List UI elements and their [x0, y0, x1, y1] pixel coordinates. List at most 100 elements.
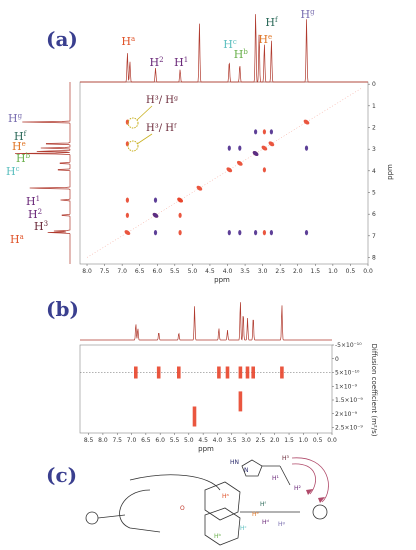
dosy-bands [134, 366, 284, 427]
noe-arrowhead-outer [318, 497, 325, 503]
pyrrolidine-ring-left [85, 511, 99, 525]
cross-peak-32 [304, 145, 309, 151]
dosy-band-6 [238, 366, 243, 379]
dosy-x-tick-9: 4.0 [213, 437, 223, 444]
dosy-band-8 [245, 366, 250, 379]
dosy-y-tick-2: 5×10⁻¹⁰ [335, 370, 360, 377]
cross-peak-5 [236, 160, 243, 166]
left-label-sup-6: 2 [38, 208, 42, 216]
left-label-hb-3: Hb [16, 152, 31, 165]
cross-peak-21 [227, 230, 231, 236]
left-label-sup-3: b [26, 152, 31, 160]
panel-label-c: (c) [46, 463, 77, 487]
dosy-x-tick-0: 8.5 [84, 437, 94, 444]
dosy-band-4 [217, 366, 221, 379]
left-label-sup-5: 1 [36, 195, 40, 203]
dosy-x-tick-8: 4.5 [198, 437, 208, 444]
cross-peak-13 [125, 212, 129, 218]
cosy-x-tick-12: 2.0 [293, 268, 303, 275]
noe-arrow-inner [291, 463, 316, 495]
cross-peak-7 [261, 145, 268, 151]
bond-left [97, 514, 126, 519]
cosy-x-tick-7: 4.5 [205, 268, 215, 275]
molecule-label-1: H² [294, 485, 302, 492]
cosy-x-tick-13: 1.5 [311, 268, 321, 275]
dosy-x-tick-10: 3.5 [227, 437, 237, 444]
dosy-x-tick-11: 3.0 [241, 437, 251, 444]
left-label-sup-0: g [18, 112, 23, 120]
left-label-ha-8: Ha [10, 233, 24, 246]
cosy-x-tick-16: 0.0 [363, 268, 373, 275]
annotation-h3-hf: H³/ Hᶠ [146, 123, 177, 134]
cross-peak-33 [304, 230, 309, 236]
panel-label-b: (b) [46, 297, 79, 321]
cosy-x-tick-2: 7.0 [117, 268, 127, 275]
highlight-circle-h3-hf [127, 140, 139, 152]
highlight-circle-h3-hg [127, 117, 139, 129]
molecule-label-8: Hᵇ [214, 533, 222, 540]
cosy-x-tick-6: 5.0 [188, 268, 198, 275]
molecule-label-4: Hᶠ [260, 501, 267, 508]
cosy-x-tick-15: 0.5 [346, 268, 356, 275]
cross-peak-27 [262, 129, 266, 135]
cosy-x-tick-1: 7.5 [100, 268, 110, 275]
cross-peaks [124, 119, 310, 236]
aromatic-ring-lower [204, 507, 241, 546]
annotation-h3-hg: H³/ Hᵍ [146, 95, 178, 106]
cosy-y-tick-5: 5 [372, 190, 376, 197]
cosy-panel: 8.0 7.5 7.0 6.5 6.0 5.5 5.0 4.5 4.0 3.5 3.0 2.5 2.0 1… [6, 8, 394, 284]
proton-label-sup-1: 1 [184, 56, 188, 64]
proton-label-h1: H1 [174, 56, 188, 69]
dosy-y-ticks: -5×10⁻¹⁰ 0 5×10⁻¹⁰ 1×10⁻⁹ 1.5×10⁻⁹ 2×10⁻⁹ 2.5×… [332, 342, 363, 432]
dosy-y-tick-1: 0 [335, 356, 339, 363]
cross-peak-4 [226, 167, 233, 173]
cosy-x-tick-8: 4.0 [223, 268, 233, 275]
left-label-sup-7: 3 [44, 220, 48, 228]
dosy-y-tick-5: 2×10⁻⁹ [335, 411, 358, 418]
left-label-sup-8: a [20, 233, 24, 241]
cross-peak-31 [269, 230, 273, 236]
cross-peak-17 [177, 197, 183, 203]
dosy-band-5 [225, 366, 230, 379]
dosy-x-ticks: 8.5 8.0 7.5 7.0 6.5 6.0 5.5 5.0 4.5 4.0 3.5 3.0 2.5 2… [84, 433, 337, 444]
dosy-band-7 [238, 391, 243, 412]
dosy-band-2 [177, 366, 181, 379]
dosy-x-tick-1: 8.0 [98, 437, 108, 444]
dosy-band-9 [251, 366, 255, 379]
molecule-label-5: Hᵉ [252, 511, 260, 518]
molecule-label-12: O [180, 505, 185, 512]
cosy-y-tick-6: 6 [372, 211, 376, 218]
proton-label-hb: Hb [234, 48, 249, 61]
molecule-label-11: N [244, 467, 249, 474]
cosy-y-tick-4: 4 [372, 168, 376, 175]
proton-label-h2: H2 [150, 56, 164, 69]
cosy-y-tick-0: 0 [372, 81, 376, 88]
cross-peak-0 [124, 230, 131, 236]
dosy-x-tick-14: 1.5 [284, 437, 294, 444]
cosy-x-tick-3: 6.5 [135, 268, 145, 275]
annotation-leader-2 [136, 133, 153, 145]
tetrazole-ring [241, 459, 263, 477]
dosy-top-spectrum [80, 302, 332, 341]
cross-peak-18 [178, 212, 182, 218]
cosy-y-axis-title: ppm [386, 164, 394, 180]
cosy-x-tick-14: 1.0 [328, 268, 338, 275]
cross-peak-9 [303, 119, 310, 125]
cross-peak-10 [125, 119, 129, 125]
cross-peak-23 [238, 230, 242, 236]
dosy-x-tick-15: 1.0 [299, 437, 309, 444]
molecule-label-10: HN [230, 459, 239, 466]
molecule-label-9: Hᶜ [240, 525, 247, 532]
dosy-y-tick-0: -5×10⁻¹⁰ [335, 342, 362, 349]
dosy-y-tick-4: 1.5×10⁻⁹ [335, 397, 363, 404]
left-label-sup-2: e [22, 140, 26, 148]
cosy-x-ticks: 8.0 7.5 7.0 6.5 6.0 5.5 5.0 4.5 4.0 3.5 3.0 2.5 2.0 1… [82, 264, 373, 275]
dosy-x-tick-4: 6.5 [141, 437, 151, 444]
proton-label-sup-f: f [275, 16, 279, 24]
annotation-leader-1 [136, 105, 153, 121]
dosy-y-tick-6: 2.5×10⁻⁹ [335, 425, 363, 432]
